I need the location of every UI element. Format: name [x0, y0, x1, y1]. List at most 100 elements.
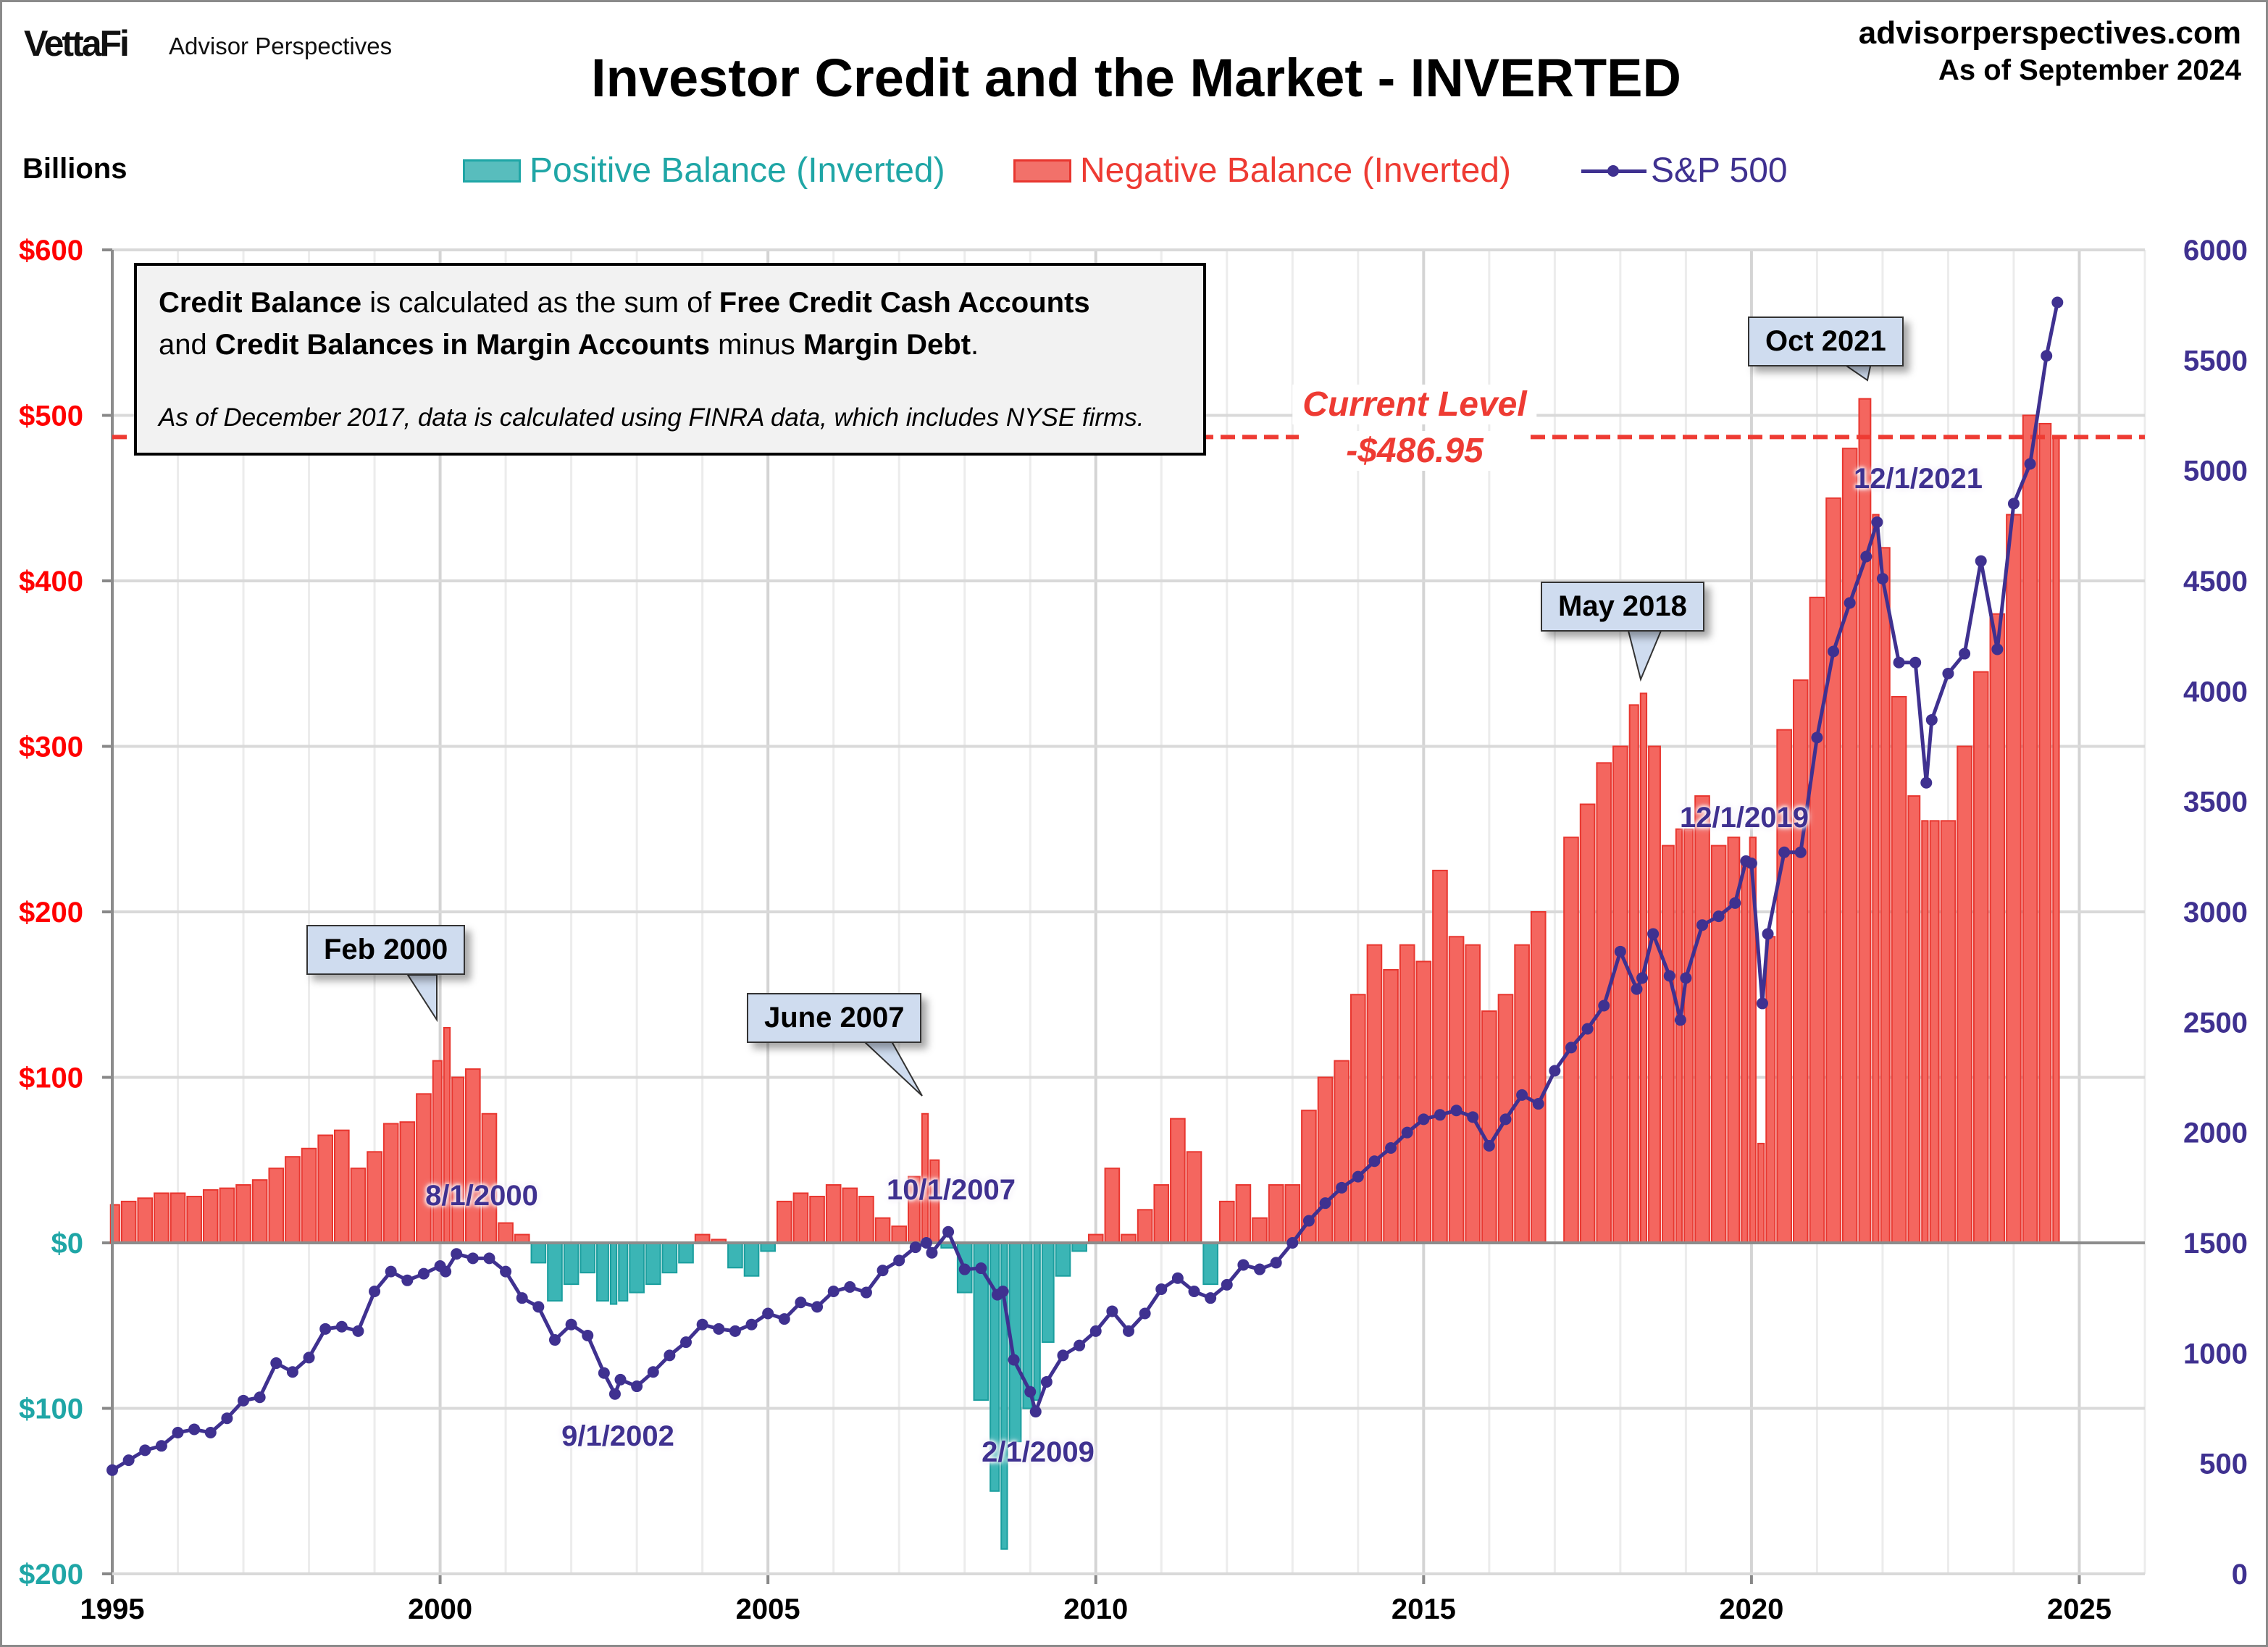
negative-balance-bar — [1334, 1060, 1349, 1244]
sp500-point — [1756, 997, 1768, 1010]
negative-balance-bar — [285, 1156, 301, 1244]
y-right-tick-label: 5500 — [2183, 345, 2248, 377]
sp500-point — [598, 1367, 610, 1379]
positive-balance-bar — [618, 1242, 629, 1302]
sp500-point — [1811, 732, 1823, 744]
site-url: advisorperspectives.com — [1858, 15, 2241, 51]
info-text: minus — [709, 329, 803, 361]
negative-balance-bar — [1153, 1184, 1170, 1244]
sp500-point — [1008, 1354, 1020, 1366]
negative-balance-bar — [891, 1225, 908, 1244]
y-left-tick-label: $300 — [19, 732, 83, 763]
negative-balance-bar — [451, 1076, 465, 1244]
current-level-label: Current Level — [1292, 385, 1537, 424]
negative-balance-bar — [1921, 820, 1929, 1244]
negative-balance-bar — [1694, 795, 1710, 1244]
sp500-point — [876, 1265, 889, 1277]
negative-balance-bar — [1972, 671, 1989, 1244]
sp500-series — [106, 296, 2064, 1476]
sp500-point — [106, 1464, 118, 1476]
negative-balance-bar — [1675, 828, 1683, 1244]
negative-balance-bar — [1186, 1151, 1202, 1244]
sp-label-10-1-2007: 10/1/2007 — [887, 1174, 1016, 1206]
sp500-point — [827, 1286, 840, 1298]
sp500-point — [1302, 1215, 1315, 1227]
sp500-point — [608, 1388, 621, 1400]
sp500-point — [500, 1265, 512, 1278]
sp500-point — [1418, 1113, 1430, 1126]
legend-sp500: S&P 500 — [1581, 151, 1788, 190]
legend-label: S&P 500 — [1651, 151, 1788, 190]
sp500-point — [2024, 458, 2036, 470]
sp500-point — [1171, 1272, 1184, 1284]
sp500-point — [1631, 983, 1643, 995]
sp500-point — [532, 1301, 545, 1313]
sp500-point — [1942, 667, 1954, 679]
y-left-tick-label: $0 — [51, 1228, 84, 1260]
negative-balance-bar — [333, 1129, 350, 1244]
x-tick-label: 2010 — [1063, 1593, 1128, 1625]
sp500-point — [1532, 1098, 1544, 1110]
negative-balance-bar — [1957, 745, 1972, 1244]
sp500-point — [1029, 1406, 1042, 1418]
x-tick-label: 2020 — [1719, 1593, 1783, 1625]
negative-balance-bar — [825, 1184, 842, 1244]
legend-label: Positive Balance (Inverted) — [530, 151, 945, 190]
negative-balance-bar — [1268, 1184, 1284, 1244]
sp500-point — [713, 1323, 725, 1335]
sp500-point — [1155, 1283, 1168, 1295]
sp500-point — [1680, 972, 1692, 984]
sp500-point — [221, 1412, 233, 1425]
negative-balance-bar — [776, 1200, 792, 1244]
negative-balance-bar — [1252, 1217, 1268, 1244]
y-right-tick-label: 4500 — [2183, 566, 2248, 598]
sp500-point — [696, 1318, 708, 1330]
negative-balance-bar — [792, 1192, 809, 1244]
positive-balance-bar — [678, 1242, 694, 1264]
positive-balance-bar — [645, 1242, 661, 1286]
sp500-point — [1828, 645, 1840, 658]
sp500-point — [1401, 1126, 1413, 1139]
negative-balance-bar — [219, 1187, 235, 1244]
negative-balance-bar — [235, 1184, 251, 1244]
y-left-tick-label: $400 — [19, 566, 83, 598]
negative-balance-bar — [268, 1168, 285, 1244]
sp500-point — [778, 1313, 790, 1325]
sp500-point — [122, 1454, 135, 1467]
sp500-point — [1876, 572, 1888, 584]
info-bold-text: Credit Balances in Margin Accounts — [214, 329, 710, 361]
info-bold-text: Margin Debt — [803, 329, 971, 361]
negative-balance-bar — [1907, 795, 1921, 1244]
sp500-point — [1920, 776, 1933, 789]
sp500-point — [1352, 1170, 1364, 1183]
sp500-point — [369, 1286, 381, 1298]
y-left-tick-label: $100 — [19, 1394, 83, 1425]
sp500-point — [335, 1320, 348, 1333]
info-text: . — [971, 329, 979, 361]
chart-title: Investor Credit and the Market - INVERTE… — [591, 48, 1681, 108]
y-left-tick-label: $500 — [19, 401, 83, 432]
sp500-point — [664, 1349, 676, 1362]
sp500-point — [417, 1267, 430, 1280]
sp500-point — [909, 1241, 921, 1254]
negative-balance-bar — [1349, 994, 1366, 1244]
sp500-line — [111, 302, 2059, 1472]
negative-balance-bar — [432, 1060, 443, 1244]
callout-oct-2021: Oct 2021 — [1748, 317, 1904, 366]
sp500-point — [1221, 1278, 1233, 1291]
sp500-point — [188, 1423, 201, 1436]
sp500-point — [1647, 928, 1660, 940]
sp500-point — [1024, 1386, 1037, 1398]
positive-balance-bar — [563, 1242, 579, 1286]
sp500-point — [1663, 970, 1675, 982]
positive-balance-bar — [629, 1242, 645, 1294]
negative-balance-bar — [1891, 695, 1907, 1244]
negative-balance-bar — [1235, 1184, 1252, 1244]
negative-balance-bar — [2022, 414, 2038, 1244]
positive-balance-bar — [596, 1242, 609, 1302]
callout-may-2018: May 2018 — [1541, 582, 1704, 632]
negative-balance-bar — [1415, 960, 1432, 1244]
y-left-tick-label: $100 — [19, 1063, 83, 1094]
y-left-tick-label: $200 — [19, 1559, 83, 1591]
